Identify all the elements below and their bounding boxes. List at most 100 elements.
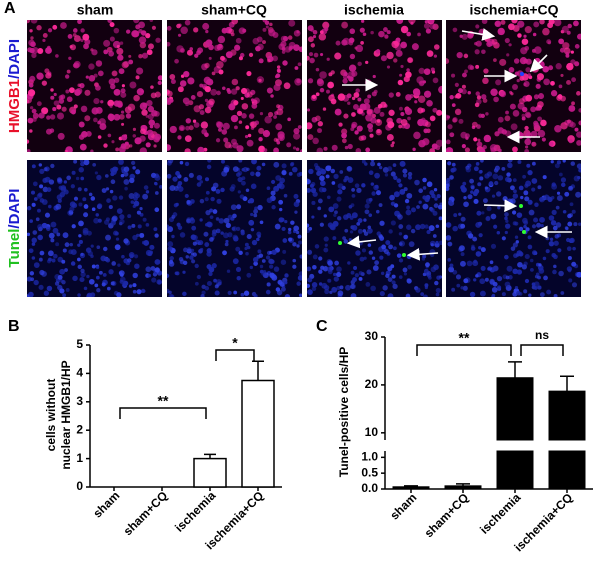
cell xyxy=(456,283,461,288)
bar xyxy=(548,390,586,490)
cell xyxy=(215,217,220,221)
cell xyxy=(432,77,439,84)
cell xyxy=(312,254,318,260)
cell xyxy=(435,292,440,297)
cell xyxy=(350,203,355,208)
cell xyxy=(153,135,160,143)
cell xyxy=(237,176,243,183)
cell xyxy=(400,118,408,126)
cell xyxy=(71,170,76,175)
cell xyxy=(314,244,320,249)
cell xyxy=(430,243,434,247)
cell xyxy=(28,291,34,297)
cell xyxy=(472,191,478,197)
cell xyxy=(514,221,519,226)
cell xyxy=(494,180,499,186)
cell xyxy=(329,290,333,295)
cell xyxy=(157,80,162,86)
cell xyxy=(501,129,508,135)
cell xyxy=(238,250,243,256)
cell xyxy=(290,162,295,166)
cell xyxy=(38,284,44,290)
cell xyxy=(29,106,34,110)
cell xyxy=(124,186,128,191)
arrow xyxy=(483,199,518,213)
cell xyxy=(506,265,513,272)
cell xyxy=(368,127,374,133)
cell xyxy=(436,109,442,116)
cell xyxy=(393,58,398,63)
cell xyxy=(29,29,33,33)
cell xyxy=(232,213,237,219)
cell xyxy=(289,45,294,50)
cell xyxy=(491,294,495,297)
cell xyxy=(534,46,542,54)
cell xyxy=(392,163,397,167)
cell xyxy=(466,260,473,267)
cell xyxy=(366,269,372,275)
cell xyxy=(505,110,509,115)
cell xyxy=(452,225,458,232)
cell xyxy=(348,76,354,82)
cell xyxy=(311,215,315,219)
cell xyxy=(244,246,248,251)
cell xyxy=(495,79,502,86)
cell xyxy=(169,125,177,134)
cell xyxy=(201,290,206,295)
cell xyxy=(119,214,125,220)
cell xyxy=(463,201,469,208)
bar-segment xyxy=(444,485,482,490)
cell xyxy=(552,269,557,275)
arrow xyxy=(346,235,377,249)
cell xyxy=(149,244,155,250)
cell xyxy=(525,94,533,102)
cell xyxy=(31,203,36,207)
cell xyxy=(317,78,324,85)
cell xyxy=(383,27,388,32)
cell xyxy=(62,293,67,297)
cell xyxy=(132,234,138,241)
cell xyxy=(481,20,488,25)
cell xyxy=(55,203,62,210)
cell xyxy=(169,73,176,80)
cell xyxy=(70,44,76,51)
cell xyxy=(425,194,431,200)
significance-label: * xyxy=(232,335,238,351)
cell xyxy=(83,286,88,291)
cell xyxy=(129,144,133,148)
cell xyxy=(548,65,554,71)
cell xyxy=(480,160,484,163)
cell xyxy=(281,170,287,176)
cell xyxy=(398,124,403,129)
cell xyxy=(524,138,532,146)
cell xyxy=(37,223,44,230)
cell xyxy=(212,209,218,214)
cell xyxy=(496,230,501,235)
cell xyxy=(524,148,530,152)
cell xyxy=(204,85,211,93)
cell xyxy=(241,180,246,186)
cell xyxy=(367,123,374,130)
cell xyxy=(307,283,311,288)
cell xyxy=(496,191,502,197)
cell xyxy=(125,113,132,119)
cell xyxy=(69,206,75,212)
cell xyxy=(551,252,557,258)
cell xyxy=(335,40,341,46)
cell xyxy=(460,223,466,229)
cell xyxy=(461,186,467,193)
cell xyxy=(116,208,123,215)
cell xyxy=(355,88,360,93)
cell xyxy=(277,69,282,74)
cell xyxy=(216,60,224,69)
cell xyxy=(103,39,111,47)
cell xyxy=(491,286,498,293)
cell xyxy=(452,27,458,33)
cell xyxy=(525,132,533,139)
cell xyxy=(465,166,472,173)
cell xyxy=(156,279,162,285)
cell xyxy=(542,65,549,73)
cell xyxy=(354,273,359,278)
error-bar xyxy=(204,453,216,459)
